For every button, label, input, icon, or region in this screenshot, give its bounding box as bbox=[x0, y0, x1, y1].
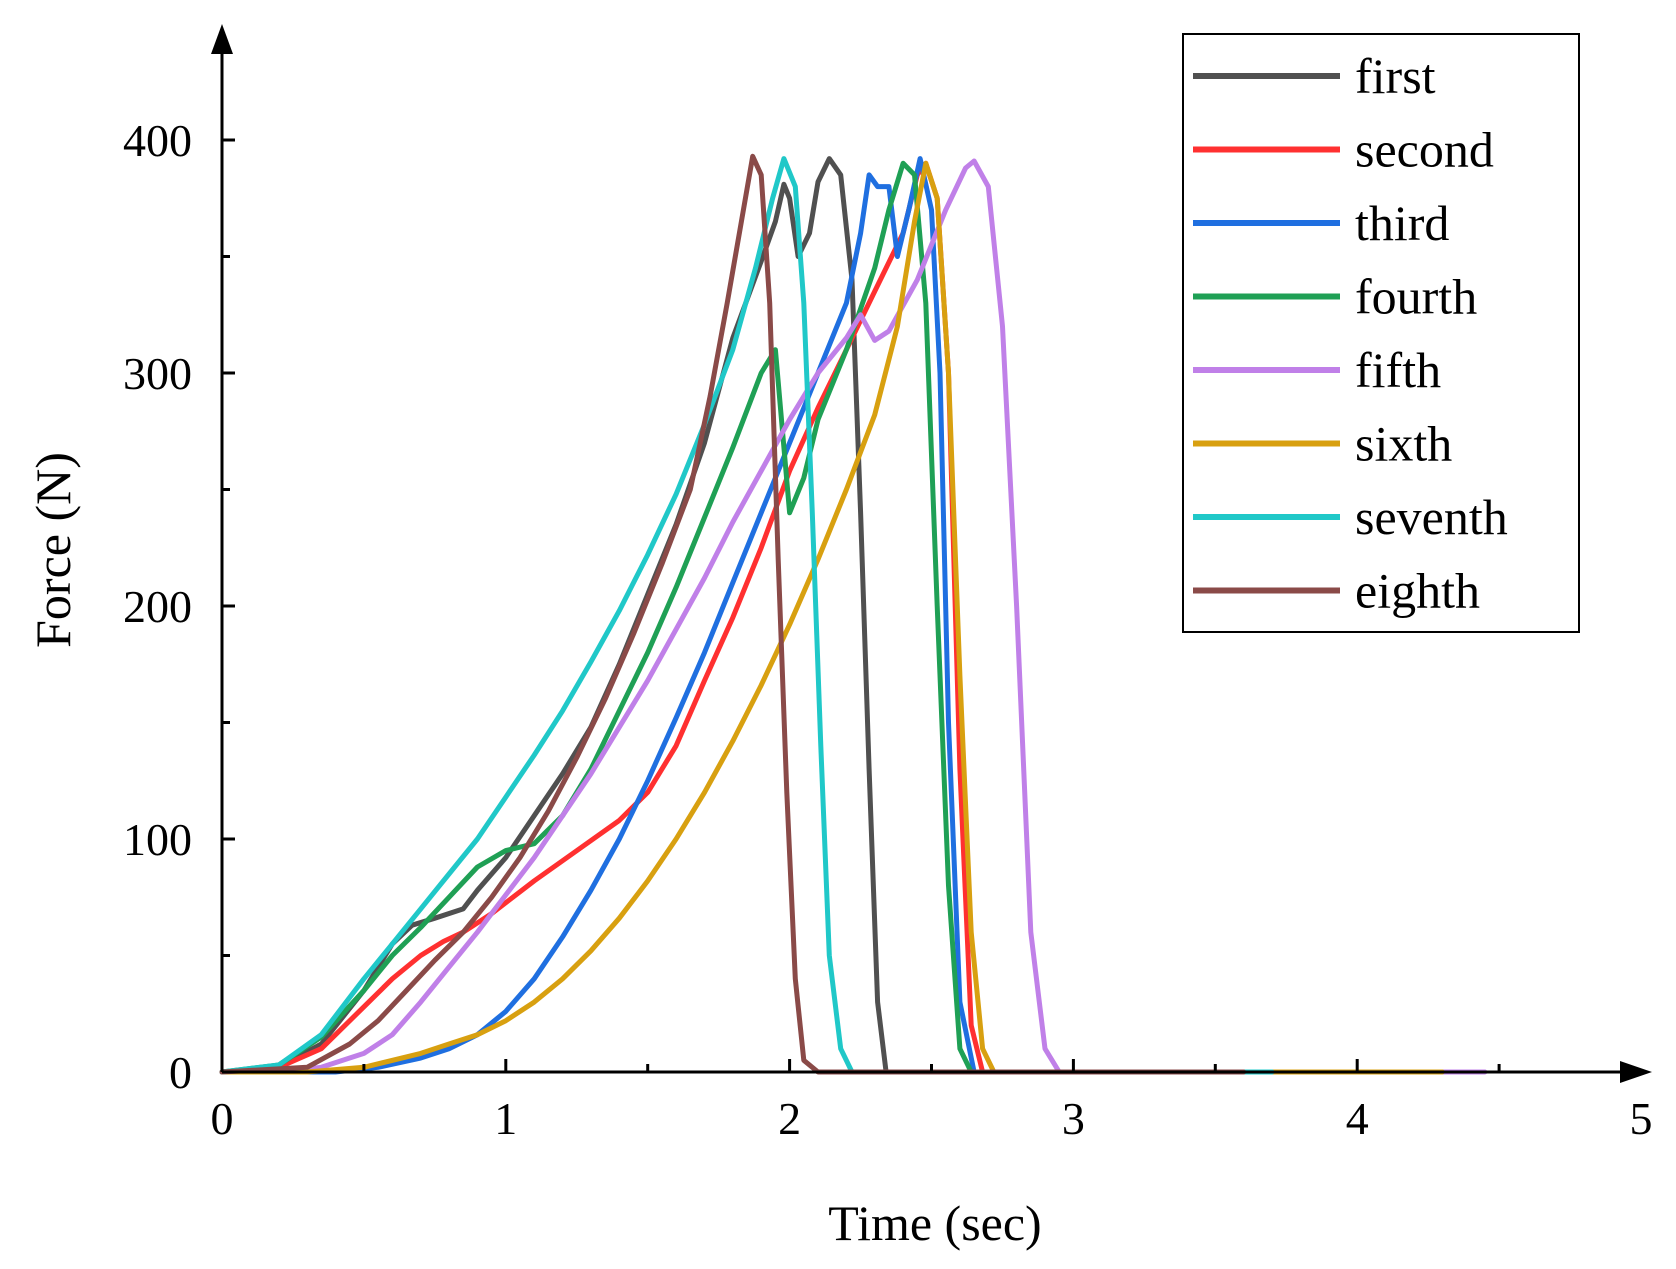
series-line-seventh bbox=[219, 156, 1275, 1075]
y-tick-label: 0 bbox=[169, 1047, 192, 1098]
x-axis-arrow bbox=[1620, 1061, 1652, 1083]
y-axis-arrow bbox=[211, 24, 233, 54]
x-tick-label: 4 bbox=[1346, 1093, 1369, 1144]
y-tick-label: 400 bbox=[123, 115, 192, 166]
x-tick-label: 1 bbox=[494, 1093, 517, 1144]
y-axis-title: Force (N) bbox=[25, 452, 81, 648]
series-line-first bbox=[219, 156, 1076, 1075]
legend-label-sixth: sixth bbox=[1355, 416, 1452, 472]
x-axis-title: Time (sec) bbox=[828, 1195, 1041, 1251]
series-line-eighth bbox=[219, 153, 1247, 1075]
y-tick-label: 100 bbox=[123, 814, 192, 865]
series-layer bbox=[219, 153, 1488, 1075]
x-tick-label: 5 bbox=[1630, 1093, 1653, 1144]
y-tick-label: 300 bbox=[123, 348, 192, 399]
series-line-fifth bbox=[219, 158, 1488, 1075]
legend-label-second: second bbox=[1355, 122, 1494, 178]
x-tick-label: 2 bbox=[778, 1093, 801, 1144]
y-tick-label: 200 bbox=[123, 581, 192, 632]
ticks-layer: 0 1 2 3 4 5 0 100 200 300 400 bbox=[123, 115, 1653, 1144]
x-tick-label: 3 bbox=[1062, 1093, 1085, 1144]
axes-layer: 0 1 2 3 4 5 0 100 200 300 400 bbox=[123, 24, 1653, 1144]
legend-label-fourth: fourth bbox=[1355, 269, 1477, 325]
legend-label-third: third bbox=[1355, 195, 1449, 251]
legend: first second third fourth fifth sixth seventh e… bbox=[1182, 33, 1580, 633]
legend-label-seventh: seventh bbox=[1355, 489, 1508, 545]
legend-label-first: first bbox=[1355, 48, 1436, 104]
series-line-fourth bbox=[219, 160, 1076, 1075]
x-tick-label: 0 bbox=[211, 1093, 234, 1144]
legend-label-fifth: fifth bbox=[1355, 342, 1441, 398]
legend-box bbox=[1182, 33, 1580, 633]
series-line-sixth bbox=[219, 160, 1445, 1075]
legend-label-eighth: eighth bbox=[1355, 563, 1480, 619]
